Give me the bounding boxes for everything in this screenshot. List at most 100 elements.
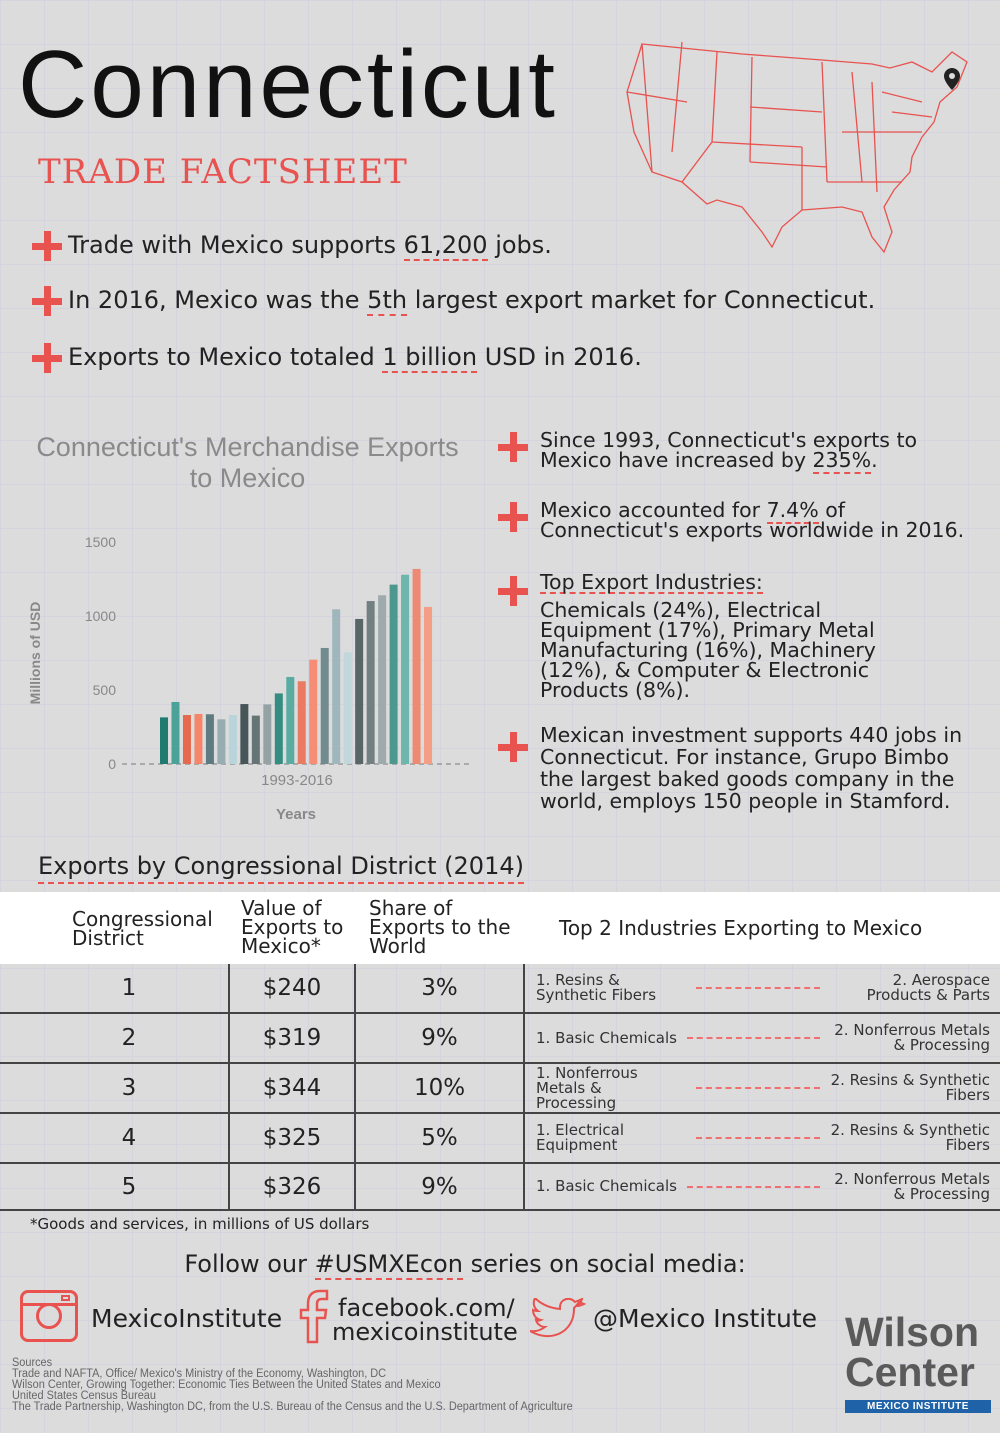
value-cell: $325 — [262, 1125, 322, 1151]
table-row: 5 $326 9% 1. Basic Chemicals 2. Nonferrou… — [0, 1164, 1000, 1211]
fact-text: Since 1993, Connecticut's exports to Mex… — [540, 428, 918, 472]
logo-badge: MEXICO INSTITUTE — [845, 1400, 991, 1413]
fact-text: Exports to Mexico totaled — [68, 343, 383, 371]
hashtag-link[interactable]: #USMXEcon — [314, 1250, 463, 1280]
bar-2015 — [412, 568, 421, 764]
chart-title-line: Connecticut's Merchandise Exports — [36, 432, 459, 462]
column-divider — [523, 964, 525, 1210]
table-footnote: *Goods and services, in millions of US d… — [30, 1215, 370, 1233]
dashed-connector — [696, 1137, 820, 1139]
industries-cell: 1. Nonferrous Metals & Processing 2. Resi… — [524, 1064, 1000, 1112]
wilson-center-logo: Wilson Center MEXICO INSTITUTE — [845, 1312, 991, 1413]
sources: Sources Trade and NAFTA, Office/ Mexico's… — [12, 1357, 573, 1413]
side-fact-growth: Since 1993, Connecticut's exports to Mex… — [498, 428, 918, 474]
bar-2004 — [286, 676, 295, 764]
fact-highlight: 61,200 — [403, 231, 488, 261]
industries-cell: 1. Resins & Synthetic Fibers 2. Aerospace… — [524, 964, 1000, 1012]
dashed-connector — [696, 1087, 820, 1089]
fact-text: of Connecticut's exports worldwide in 20… — [540, 498, 965, 542]
source-line: United States Census Bureau — [12, 1390, 156, 1402]
instagram-handle[interactable]: MexicoInstitute — [91, 1304, 283, 1333]
facebook-icon[interactable] — [298, 1288, 332, 1344]
fact-text: USD in 2016. — [477, 343, 642, 371]
side-fact-share: Mexico accounted for 7.4% of Connecticut… — [498, 498, 968, 542]
facebook-link[interactable]: facebook.com/mexicoinstitute — [332, 1294, 518, 1344]
fact-text: Chemicals (24%), Electrical Equipment (1… — [540, 598, 876, 702]
page-title: Connecticut — [18, 31, 558, 138]
share-cell: 9% — [421, 1025, 458, 1051]
bar-1998 — [217, 719, 226, 764]
fact-text: In 2016, Mexico was the — [68, 286, 368, 314]
industry-1: 1. Resins & Synthetic Fibers — [536, 971, 657, 1004]
column-divider — [354, 964, 356, 1210]
industry-1: 1. Basic Chemicals — [536, 1177, 677, 1195]
logo-text: Wilson — [845, 1309, 980, 1355]
source-line: Trade and NAFTA, Office/ Mexico's Minist… — [12, 1368, 387, 1380]
header-industries: Top 2 Industries Exporting to Mexico — [559, 916, 923, 940]
bar-1997 — [205, 714, 214, 764]
table-row: 1 $240 3% 1. Resins & Synthetic Fibers 2.… — [0, 964, 1000, 1014]
district-cell: 4 — [121, 1125, 137, 1151]
follow-line: Follow our #USMXEcon series on social me… — [0, 1250, 930, 1280]
us-map — [626, 41, 968, 254]
plus-icon — [498, 576, 528, 606]
industry-1: 1. Nonferrous Metals & Processing — [536, 1063, 638, 1112]
district-cell: 5 — [121, 1173, 137, 1200]
bar-2013 — [389, 584, 398, 764]
location-pin-icon — [944, 68, 960, 90]
plus-icon — [498, 502, 528, 532]
bar-2005 — [297, 681, 306, 764]
dashed-connector — [696, 987, 820, 989]
industry-1: 1. Basic Chemicals — [536, 1028, 677, 1047]
bar-2006 — [309, 659, 318, 764]
value-cell: $319 — [262, 1025, 322, 1051]
column-divider — [228, 964, 230, 1210]
x-axis-label: Years — [276, 806, 316, 823]
industries-cell: 1. Basic Chemicals 2. Nonferrous Metals &… — [524, 1014, 1000, 1062]
bar-1994 — [171, 701, 180, 764]
y-tick-label: 1500 — [85, 534, 116, 550]
instagram-icon[interactable] — [20, 1290, 78, 1342]
bar-1995 — [182, 715, 191, 764]
y-tick-label: 0 — [108, 756, 116, 772]
bar-2001 — [251, 715, 260, 764]
fact-text: Trade with Mexico supports — [68, 231, 404, 259]
plus-icon — [498, 432, 528, 462]
twitter-handle[interactable]: @Mexico Institute — [593, 1304, 818, 1333]
fact-highlight: 7.4% — [766, 498, 819, 524]
fact-highlight: 235% — [812, 448, 872, 474]
industry-2: 2. Nonferrous Metals & Processing — [834, 1021, 990, 1054]
industry-2: 2. Resins & Synthetic Fibers — [830, 1071, 990, 1104]
bar-2011 — [366, 601, 375, 764]
dashed-connector — [686, 1185, 820, 1188]
share-cell: 5% — [421, 1125, 458, 1151]
plus-icon — [32, 286, 62, 316]
bar-2000 — [240, 704, 249, 764]
industries-cell: 1. Basic Chemicals 2. Nonferrous Metals &… — [524, 1164, 1000, 1209]
plus-icon — [498, 732, 528, 762]
fact-text: largest export market for Connecticut. — [407, 286, 876, 314]
y-tick-label: 500 — [93, 682, 117, 698]
y-axis-label: Millions of USD — [27, 602, 43, 705]
follow-text: series on social media: — [462, 1250, 746, 1278]
plus-icon — [32, 343, 62, 373]
twitter-icon[interactable] — [529, 1296, 587, 1348]
fact-text: Mexican investment supports 440 jobs in … — [540, 723, 963, 813]
fact-highlight: 1 billion — [382, 343, 478, 373]
bar-1999 — [228, 715, 237, 764]
bar-2014 — [401, 574, 410, 764]
table-row: 3 $344 10% 1. Nonferrous Metals & Proces… — [0, 1064, 1000, 1114]
share-cell: 3% — [421, 975, 458, 1001]
facebook-text: mexicoinstitute — [332, 1318, 518, 1346]
district-cell: 3 — [121, 1075, 137, 1101]
bar-2010 — [355, 618, 364, 764]
exports-bar-chart: 0 500 1000 1500 1993-2016 Years Millions of… — [27, 534, 470, 823]
facebook-text: facebook.com/ — [338, 1294, 515, 1322]
plus-icon — [32, 231, 62, 261]
district-cell: 1 — [121, 975, 137, 1001]
industry-2: 2. Aerospace Products & Parts — [866, 971, 990, 1004]
bar-2003 — [274, 693, 283, 764]
bar-2012 — [378, 595, 387, 764]
share-cell: 10% — [413, 1075, 466, 1101]
header-district: Congressional District — [72, 907, 213, 950]
